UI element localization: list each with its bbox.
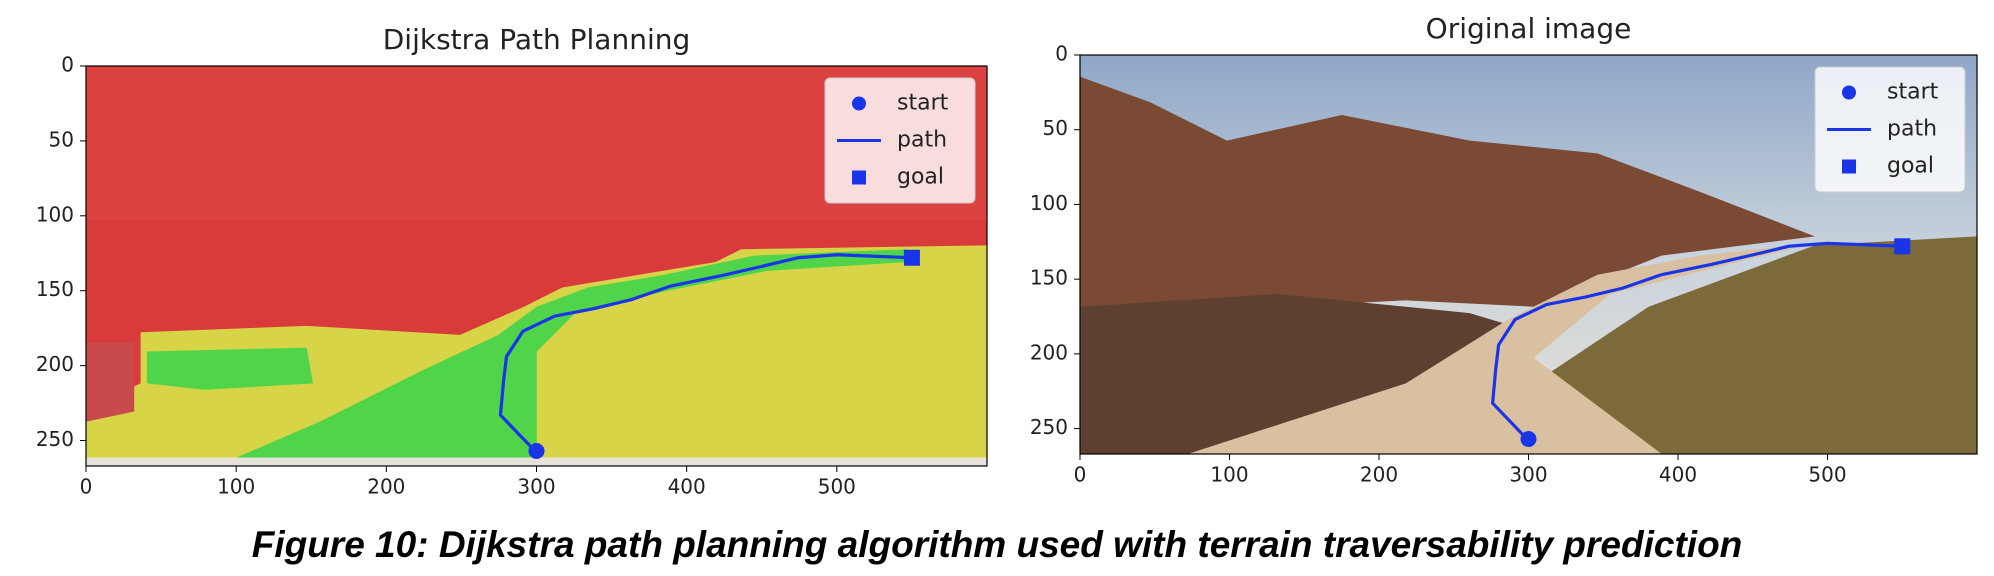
- path-line: [1491, 241, 1904, 441]
- x-tick-label: 400: [668, 475, 706, 499]
- legend-label: goal: [897, 165, 944, 190]
- legend-label: path: [1887, 117, 1937, 142]
- legend-marker: [852, 170, 866, 185]
- x-tick-label: 200: [1360, 463, 1398, 487]
- x-tick-label: 400: [1659, 463, 1697, 487]
- legend-label: start: [1887, 80, 1939, 105]
- y-tick-label: 0: [61, 53, 74, 77]
- x-tick-label: 100: [217, 475, 255, 499]
- x-tick-label: 0: [1074, 463, 1087, 487]
- x-tick-label: 100: [1210, 463, 1248, 487]
- legend-marker: [852, 96, 866, 111]
- legend-label: path: [897, 128, 947, 153]
- y-tick-label: 200: [1030, 340, 1068, 364]
- point-start: [528, 443, 545, 460]
- y-tick-label: 200: [36, 352, 74, 376]
- x-tick-label: 0: [80, 475, 93, 499]
- chart-title: Dijkstra Path Planning: [383, 23, 691, 56]
- legend-label: start: [897, 91, 949, 116]
- y-tick-label: 100: [36, 202, 74, 226]
- point-goal: [903, 249, 920, 266]
- legend-marker: [1842, 85, 1856, 100]
- y-tick-label: 250: [36, 427, 74, 451]
- point-goal: [1894, 238, 1911, 255]
- y-tick-label: 150: [1030, 266, 1068, 290]
- x-tick-label: 300: [1509, 463, 1547, 487]
- y-tick-label: 0: [1055, 42, 1068, 66]
- y-tick-label: 150: [36, 277, 74, 301]
- x-tick-label: 200: [367, 475, 405, 499]
- backgrounds: [85, 54, 1978, 467]
- point-start: [1520, 431, 1537, 448]
- y-tick-label: 50: [1043, 116, 1068, 140]
- y-tick-label: 100: [1030, 191, 1068, 215]
- caption: Figure 10: Dijkstra path planning algori…: [252, 524, 1743, 565]
- x-tick-label: 300: [517, 475, 555, 499]
- y-tick-label: 250: [1030, 415, 1068, 439]
- path-line: [498, 253, 914, 453]
- x-tick-label: 500: [1808, 463, 1846, 487]
- x-tick-label: 500: [818, 475, 856, 499]
- legend-marker: [1842, 159, 1856, 174]
- chart-title: Original image: [1426, 12, 1632, 45]
- y-tick-label: 50: [49, 127, 74, 151]
- legend-label: goal: [1887, 154, 1934, 179]
